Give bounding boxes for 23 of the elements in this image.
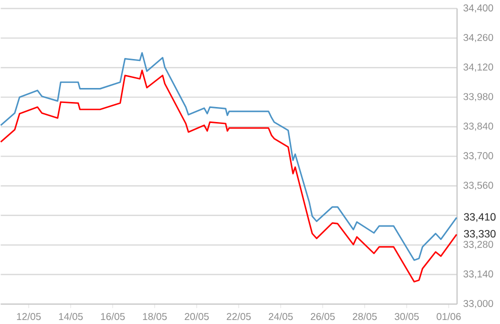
y-tick-label: 33,700 <box>463 152 494 160</box>
y-tick-label: 33,840 <box>463 122 494 131</box>
x-tick-label: 18/05 <box>143 312 167 320</box>
annotation: 33,410 <box>464 212 496 222</box>
x-tick-label: 24/05 <box>268 312 293 320</box>
y-tick-label: 34,400 <box>463 4 494 12</box>
x-tick-label: 01/06 <box>436 312 461 320</box>
x-tick-label: 20/05 <box>184 312 209 320</box>
annotation: 33,330 <box>464 230 496 239</box>
x-tick-label: 22/05 <box>226 312 251 320</box>
x-tick-label: 12/05 <box>17 312 41 320</box>
y-tick-label: 34,260 <box>463 34 494 42</box>
y-tick-label: 33,560 <box>463 182 494 190</box>
y-tick-label: 34,120 <box>463 63 494 72</box>
y-tick-label: 33,280 <box>463 240 494 249</box>
x-tick-label: 14/05 <box>59 312 83 320</box>
x-tick-label: 30/05 <box>394 312 419 320</box>
x-tick-label: 28/05 <box>352 312 377 320</box>
y-tick-label: 33,000 <box>463 300 494 308</box>
y-tick-label: 33,980 <box>463 92 494 102</box>
x-tick-label: 26/05 <box>310 312 335 320</box>
x-tick-label: 16/05 <box>101 312 125 320</box>
y-tick-label: 33,140 <box>463 270 494 278</box>
